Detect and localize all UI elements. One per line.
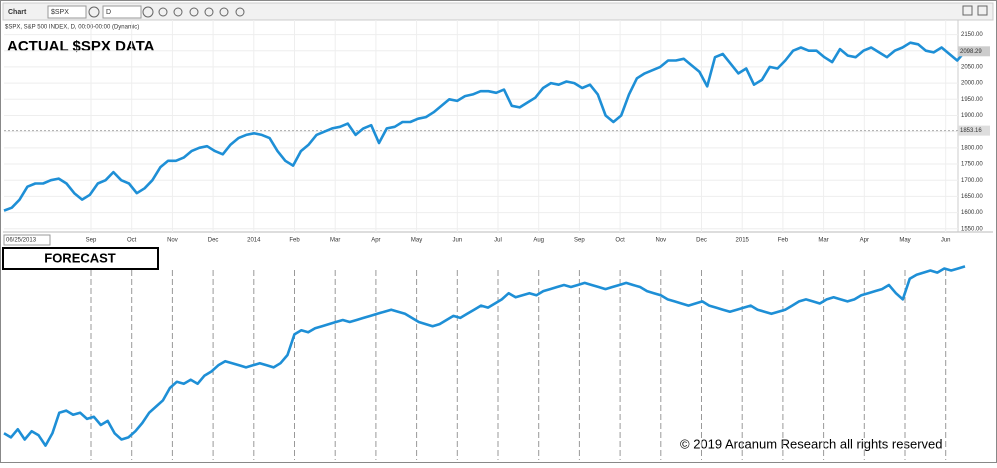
subtitle: $SPX, S&P 500 INDEX, D, 00:00-00:00 (Dyn… (5, 25, 139, 31)
icon[interactable] (88, 6, 100, 18)
y-tick-label: 1700.00 (961, 178, 983, 184)
y-tick-label: 1550.00 (961, 226, 983, 232)
x-tick-label: 2014 (247, 238, 261, 244)
x-tick-label: Sep (574, 238, 585, 244)
x-tick-label: May (411, 238, 422, 244)
forecast-title: FORECAST (44, 250, 116, 265)
x-tick-label: Nov (655, 238, 666, 244)
x-tick-label: 2015 (736, 238, 750, 244)
x-tick-label: Mar (330, 238, 340, 244)
symbol[interactable]: $SPX (51, 9, 69, 16)
start-date: 06/25/2013 (6, 238, 37, 244)
x-tick-label: Nov (167, 238, 178, 244)
x-tick-label: Feb (289, 238, 300, 244)
x-tick-label: Oct (615, 238, 625, 244)
level-label: 1853.16 (960, 128, 982, 134)
toolbar-title: Chart (8, 9, 27, 16)
y-tick-label: 1750.00 (961, 162, 983, 168)
price-line (3, 265, 966, 447)
x-tick-label: Apr (371, 238, 380, 244)
price-label-box (958, 46, 990, 57)
x-tick-label: Jul (494, 238, 502, 244)
y-tick-label: 1650.00 (961, 194, 983, 200)
y-tick-label: 1950.00 (961, 97, 983, 103)
x-tick-label: Jun (941, 238, 951, 244)
toolbar-icons (142, 5, 988, 18)
toolbar (2, 2, 994, 21)
x-tick-label: Mar (818, 238, 828, 244)
x-tick-label: Sep (86, 238, 97, 244)
x-tick-label: Oct (127, 238, 137, 244)
interval-box[interactable] (102, 5, 142, 19)
chart-title: ACTUAL $SPX DATA (7, 38, 155, 55)
y-tick-label: 2150.00 (961, 32, 983, 38)
x-tick-label: Jun (452, 238, 462, 244)
date-box (3, 234, 51, 246)
symbol-box[interactable] (47, 5, 87, 19)
x-tick-label: Apr (860, 238, 869, 244)
x-tick-label: Feb (778, 238, 789, 244)
y-tick-label: 2050.00 (961, 65, 983, 71)
x-tick-label: Dec (696, 238, 707, 244)
price-line (3, 41, 966, 212)
x-tick-label: May (899, 238, 910, 244)
y-tick-label: 1800.00 (961, 145, 983, 151)
level-label-box (958, 125, 990, 136)
x-tick-label: Aug (533, 238, 544, 244)
interval[interactable]: D (106, 9, 111, 16)
y-tick-label: 1900.00 (961, 113, 983, 119)
y-tick-label: 2000.00 (961, 81, 983, 87)
forecast-box (2, 247, 159, 270)
copyright: © 2019 Arcanum Research all rights reser… (680, 436, 942, 451)
price-label: 2098.29 (960, 49, 982, 55)
x-tick-label: Dec (208, 238, 219, 244)
y-tick-label: 1600.00 (961, 210, 983, 216)
